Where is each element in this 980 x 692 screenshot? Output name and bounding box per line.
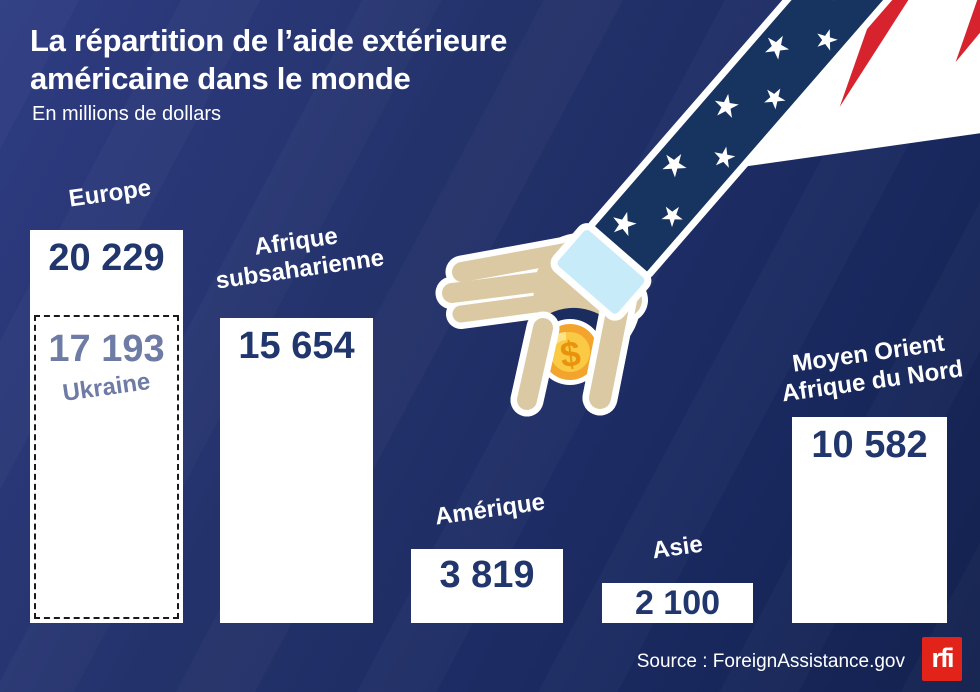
us-flag-sleeve-icon [550, 0, 980, 321]
title-line-2: américaine dans le monde [30, 61, 411, 96]
ukraine-label: Ukraine [60, 368, 152, 408]
bar-label-moyen-orient-afrique-du-nord: Moyen Orient Afrique du Nord [760, 325, 980, 410]
bar-value-moyen-orient: 10 582 [811, 424, 928, 466]
bar-label-afrique-subsaharienne: Afrique subsaharienne [195, 214, 401, 297]
ukraine-value: 17 193 [48, 328, 165, 370]
bar-value-asie: 2 100 [634, 584, 721, 622]
bar-asie: 2 100 [602, 583, 753, 623]
rfi-logo: rfi [922, 637, 962, 681]
bar-label-amerique: Amérique [433, 488, 547, 531]
bar-value-afrique: 15 654 [238, 325, 355, 367]
page-title: La répartition de l’aide extérieure amér… [30, 22, 507, 98]
bar-europe: 20 229 17 193 Ukraine [30, 230, 183, 623]
bar-value-europe: 20 229 [48, 237, 165, 279]
ukraine-annotation-box: 17 193 Ukraine [34, 315, 179, 619]
source-credit: Source : ForeignAssistance.gov [636, 651, 905, 672]
bar-label-asie: Asie [650, 530, 705, 565]
title-line-1: La répartition de l’aide extérieure [30, 23, 508, 58]
bar-moyen-orient-afrique-du-nord: 10 582 [792, 417, 947, 623]
bar-afrique-subsaharienne: 15 654 [220, 318, 373, 623]
rfi-logo-text: rfi [931, 642, 955, 673]
bar-value-amerique: 3 819 [439, 554, 535, 596]
bar-amerique: 3 819 [411, 549, 563, 623]
bar-label-europe: Europe [67, 174, 153, 213]
chart-subtitle: En millions de dollars [32, 103, 221, 125]
